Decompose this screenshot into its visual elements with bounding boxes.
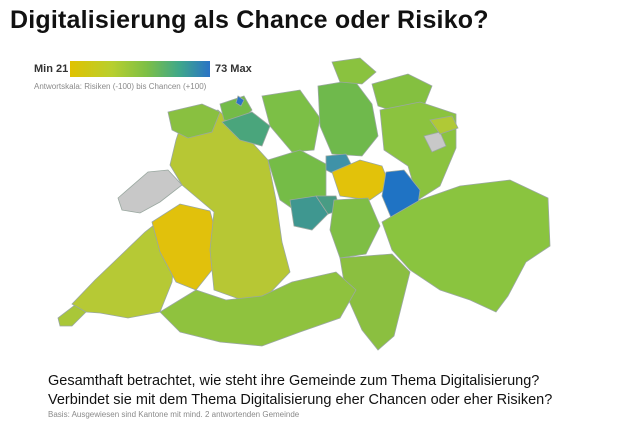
legend-color-bar <box>70 61 210 77</box>
canton-geneva <box>57 304 87 327</box>
canton-zurich <box>317 79 379 157</box>
canton-graubunden <box>381 179 551 313</box>
canton-basel-city <box>235 95 245 107</box>
legend-min-label: Min 21 <box>34 63 69 75</box>
canton-solothurn <box>221 111 271 147</box>
canton-appenzell-ar <box>429 115 459 135</box>
question-line-1: Gesamthaft betrachtet, wie steht ihre Ge… <box>48 373 540 389</box>
canton-schaffhausen <box>331 57 377 85</box>
canton-jura <box>167 103 221 139</box>
legend-max-label: 73 Max <box>215 63 252 75</box>
canton-valais <box>159 271 357 347</box>
basis-note: Basis: Ausgewiesen sind Kantone mit mind… <box>48 410 300 419</box>
question-line-2: Verbindet sie mit dem Thema Digitalisier… <box>48 392 553 408</box>
canton-uri <box>329 197 381 259</box>
canton-obwalden <box>289 195 329 231</box>
canton-appenzell <box>423 131 447 153</box>
canton-aargau <box>261 89 321 153</box>
map-title: Digitalisierung als Chance oder Risiko? <box>10 6 489 34</box>
legend-scale-note: Antwortskala: Risiken (-100) bis Chancen… <box>34 82 207 91</box>
canton-ticino <box>339 253 411 351</box>
legend: Min 21 73 Max Antwortskala: Risiken (-10… <box>34 60 274 100</box>
canton-neuchatel <box>117 169 183 214</box>
